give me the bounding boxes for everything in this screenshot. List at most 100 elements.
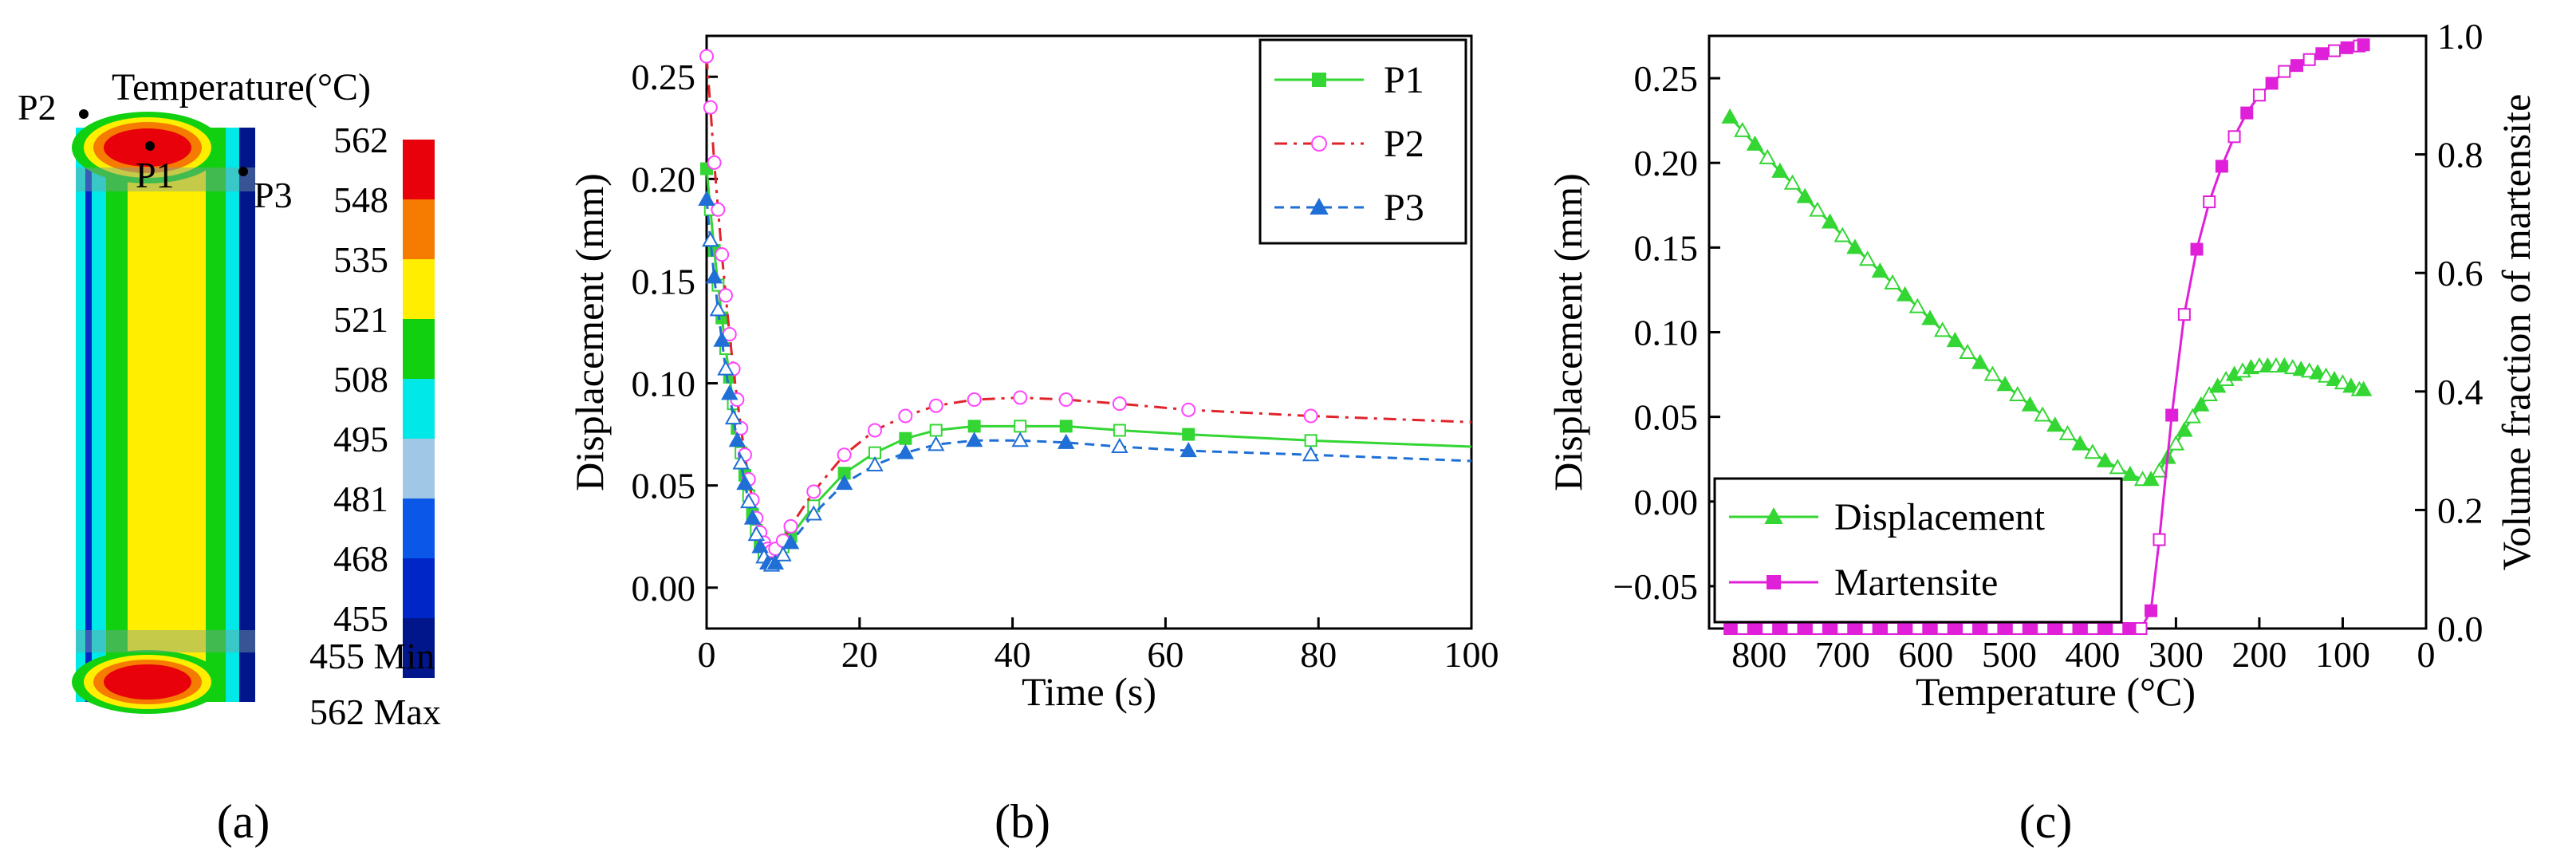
data-point [703, 100, 718, 115]
point-p2-marker [79, 109, 89, 119]
data-point [1834, 227, 1851, 242]
colorbar-tick-label: 548 [333, 179, 388, 220]
data-point [866, 455, 884, 472]
data-point [2240, 106, 2254, 120]
data-point [2134, 622, 2148, 635]
x-tick-label: 800 [1731, 634, 1786, 675]
colorbar-segment [403, 558, 435, 618]
data-point [928, 398, 943, 413]
series-p3 [698, 190, 1472, 572]
colorbar-segment [403, 379, 435, 439]
x-tick-label: 600 [1898, 634, 1953, 675]
legend-box [1258, 38, 1467, 245]
data-point [1861, 622, 1874, 635]
colorbar-segment [403, 618, 435, 678]
y-tick-label: −0.05 [1613, 566, 1698, 607]
data-point [2278, 65, 2291, 78]
data-point [1013, 390, 1028, 405]
data-point [2317, 367, 2335, 383]
panel-label-a: (a) [217, 795, 270, 848]
plot-frame [705, 34, 1473, 630]
data-point [1746, 135, 1764, 151]
data-point [1111, 437, 1128, 453]
data-point [1858, 250, 1877, 266]
data-point [740, 493, 758, 509]
data-point [1946, 332, 1964, 348]
data-point [2252, 89, 2266, 102]
data-point [1846, 238, 1864, 254]
x-tick-label: 40 [995, 634, 1031, 675]
panel-a: Temperature(°C) P2 P1 P3 [18, 66, 441, 848]
data-point [1311, 136, 1327, 152]
data-point [2227, 130, 2241, 144]
x-axis-label: Temperature (°C) [1916, 669, 2196, 714]
data-point [2203, 195, 2216, 209]
data-point [2086, 622, 2099, 635]
y2-tick-label: 0.6 [2437, 253, 2483, 294]
y-tick-label: 0.25 [632, 57, 696, 97]
y-tick-label: 0.15 [1634, 227, 1699, 268]
data-point [929, 424, 943, 437]
data-point [1796, 187, 1814, 203]
data-point [2111, 622, 2125, 635]
data-point [899, 432, 912, 445]
x-tick-label: 80 [1300, 634, 1337, 675]
data-point [732, 454, 750, 470]
point-p2-label: P2 [18, 87, 57, 128]
y-tick-label: 0.05 [632, 466, 696, 506]
data-point [2009, 386, 2027, 402]
data-point [2011, 622, 2024, 635]
data-point [1809, 201, 1826, 217]
data-point [717, 360, 735, 376]
colorbar-segment [403, 199, 435, 259]
y-tick-label: 0.25 [1634, 58, 1699, 99]
data-point [2340, 41, 2353, 54]
data-point [1911, 622, 1924, 635]
min-label: 455 Min [309, 636, 435, 676]
data-point [1059, 420, 1073, 433]
data-point [728, 432, 746, 447]
data-point [867, 423, 882, 438]
data-point [1748, 622, 1762, 635]
data-point [1848, 622, 1861, 635]
series-displacement [1721, 108, 2373, 487]
data-point [1908, 298, 1927, 313]
x-tick-label: 300 [2149, 634, 2204, 675]
data-point [1873, 622, 1887, 635]
y-tick-label: 0.10 [1634, 313, 1699, 353]
data-point [1936, 622, 1949, 635]
data-point [707, 155, 722, 170]
max-label: 562 Max [309, 692, 441, 732]
data-point [1112, 396, 1127, 412]
data-point [782, 534, 800, 550]
data-point [1798, 622, 1812, 635]
data-point [1983, 365, 2002, 381]
y2-tick-label: 1.0 [2437, 16, 2483, 57]
data-point [747, 526, 766, 542]
data-point [2034, 406, 2051, 422]
colorbar-tick-label: 508 [333, 359, 388, 400]
data-point [699, 49, 714, 64]
data-point [1180, 442, 1197, 458]
data-point [1302, 446, 1320, 462]
data-point [1759, 148, 1776, 164]
series-line [705, 199, 1472, 567]
data-point [2176, 421, 2193, 437]
data-point [2354, 380, 2373, 396]
data-point [1304, 434, 1318, 447]
data-point [709, 301, 727, 317]
data-point [2145, 604, 2158, 617]
data-point [743, 509, 762, 525]
data-point [1182, 428, 1195, 441]
data-point [805, 505, 822, 521]
panel-label-b: (b) [995, 795, 1050, 848]
x-tick-label: 400 [2065, 634, 2120, 675]
x-axis-label: Time (s) [1022, 669, 1156, 714]
data-point [1734, 121, 1751, 137]
chart-c: 800 700 600 500 400 300 200 100 0 −0.05 0.00 0.05 0.… [1546, 16, 2539, 714]
colorbar-tick-label: 468 [333, 538, 388, 579]
data-point [1783, 174, 1802, 190]
data-point [2074, 622, 2087, 635]
data-point [1312, 73, 1326, 87]
colorbar-tick-label: 521 [333, 299, 388, 340]
